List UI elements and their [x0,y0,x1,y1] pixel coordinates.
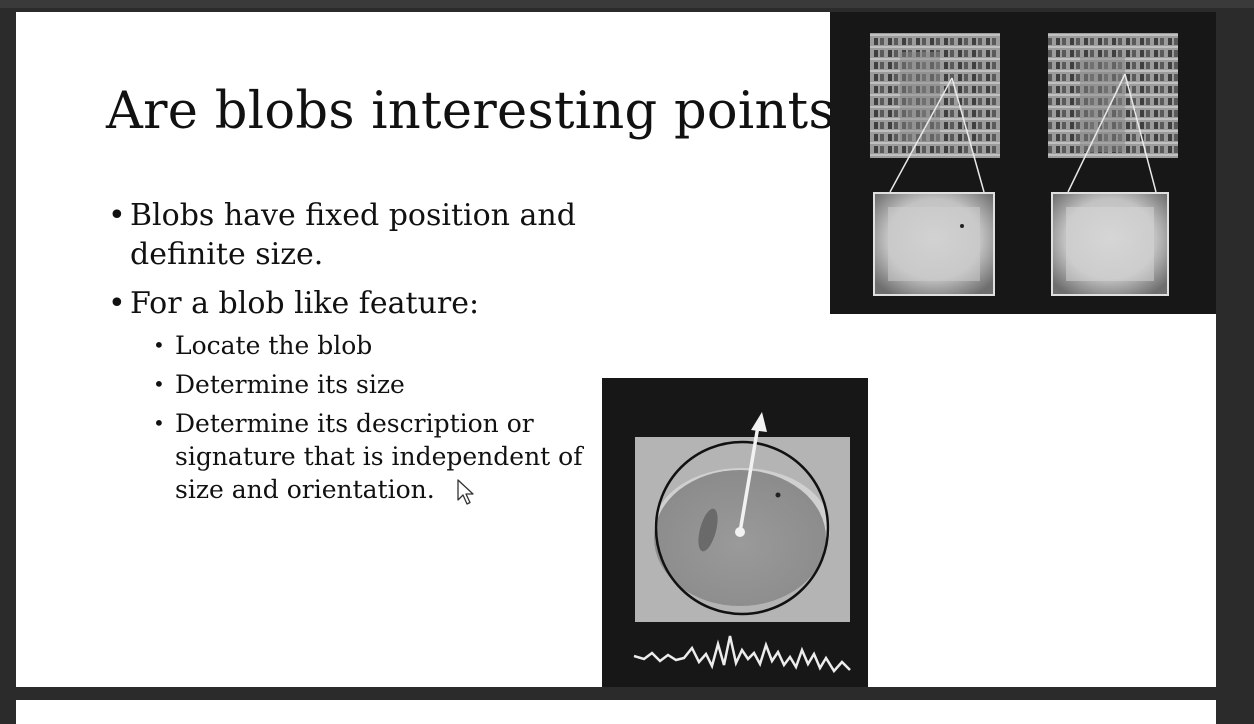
mouse-cursor-icon [457,479,474,505]
bullet-item: For a blob like feature: [108,284,628,323]
building-blob-figure [830,12,1216,314]
window-top-bar [0,0,1254,8]
bullet-item: Blobs have fixed position and definite s… [108,196,628,274]
building-blob-image [870,33,1178,296]
next-slide-edge [16,700,1216,724]
sub-bullet-list: Locate the blob Determine its size Deter… [153,329,628,506]
blob-orientation-image [633,412,851,674]
slide: Are blobs interesting points? Blobs have… [16,12,1216,687]
blob-orientation-figure [602,378,868,687]
sub-bullet-item: Locate the blob [153,329,628,362]
sub-bullet-item: Determine its size [153,368,628,401]
bullet-list: Blobs have fixed position and definite s… [108,196,628,512]
slide-title: Are blobs interesting points? [106,82,863,141]
sub-bullet-item: Determine its description or signature t… [153,407,628,506]
